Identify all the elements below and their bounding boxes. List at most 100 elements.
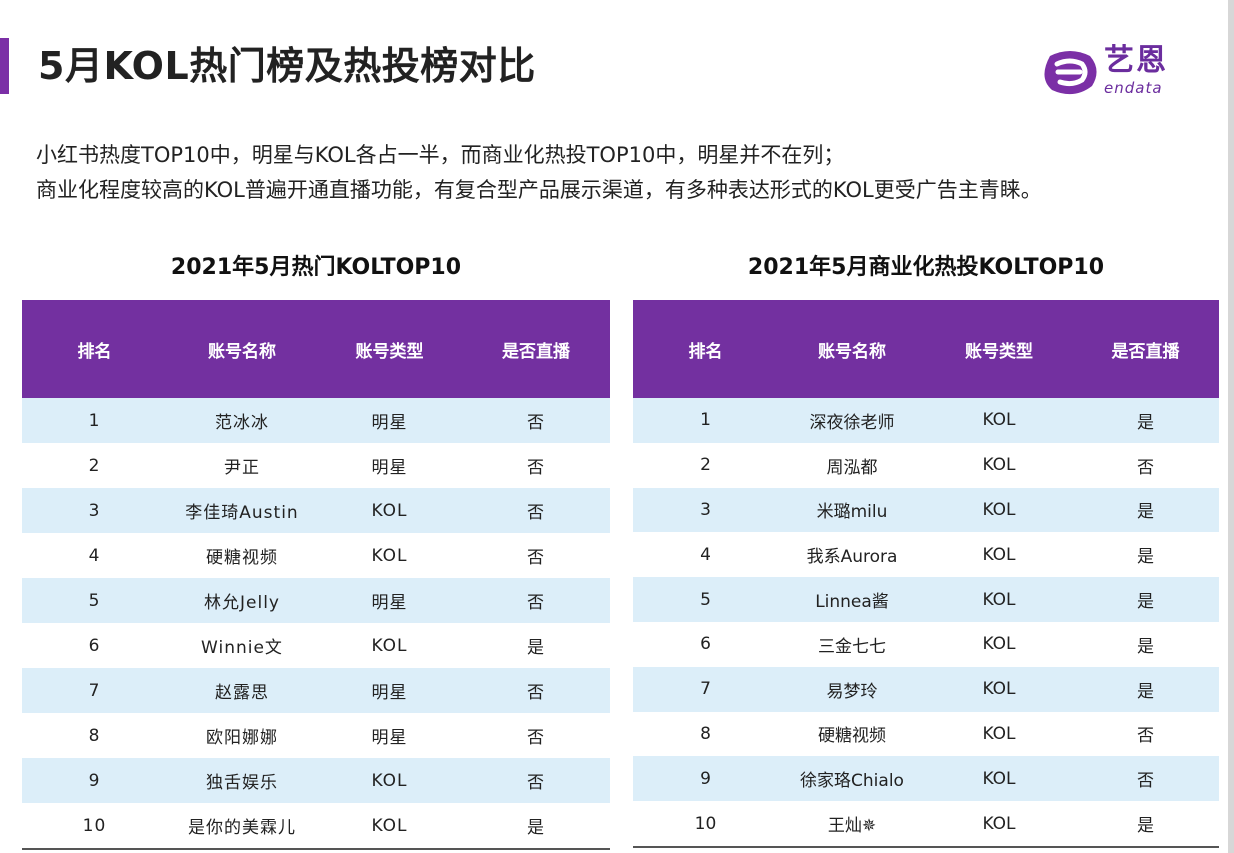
live-stream-cell: 否 [1072, 756, 1219, 802]
table-row: 10 王灿✵ KOL 是 [633, 801, 1219, 848]
live-stream-cell: 是 [462, 623, 610, 668]
account-name-cell: Linnea酱 [778, 577, 926, 622]
account-type-cell: KOL [317, 533, 462, 578]
account-name-cell: 徐家珞Chialo [778, 756, 926, 802]
live-stream-cell: 是 [1072, 487, 1219, 533]
live-stream-cell: 是 [1072, 398, 1219, 443]
column-header-live-stream: 是否直播 [462, 300, 610, 398]
rank-cell: 3 [22, 488, 167, 533]
description-line-2: 商业化程度较高的KOL普遍开通直播功能，有复合型产品展示渠道，有多种表达形式的K… [36, 178, 1042, 202]
live-stream-cell: 否 [462, 443, 610, 488]
account-name-cell: 易梦玲 [778, 666, 926, 712]
rank-cell: 7 [633, 666, 778, 712]
hot-kol-table: 排名 账号名称 账号类型 是否直播 1 范冰冰 明星否 2 尹正 明星否 3 李佳琦Aus… [22, 300, 610, 850]
live-stream-cell: 否 [462, 533, 610, 578]
rank-cell: 3 [633, 487, 778, 533]
rank-cell: 9 [22, 758, 167, 803]
page-title: 5月KOL热门榜及热投榜对比 [38, 44, 536, 88]
rank-cell: 10 [633, 801, 778, 848]
table-row: 1 范冰冰 明星否 [22, 398, 610, 443]
account-type-cell: KOL [317, 623, 462, 668]
table-row: 2 尹正 明星否 [22, 443, 610, 488]
account-name-cell: 是你的美霖儿 [167, 803, 317, 850]
live-stream-cell: 否 [462, 713, 610, 758]
rank-cell: 5 [22, 578, 167, 623]
table-row: 3 米璐milu KOL 是 [633, 487, 1219, 533]
table-row: 1 深夜徐老师 KOL 是 [633, 398, 1219, 443]
account-name-cell: 独舌娱乐 [167, 758, 317, 803]
account-name-cell: 范冰冰 [167, 398, 317, 443]
rank-cell: 8 [633, 711, 778, 757]
table-row: 4 我系Aurora KOL 是 [633, 532, 1219, 578]
table-row: 2 周泓都 KOL 否 [633, 442, 1219, 488]
live-stream-cell: 否 [462, 488, 610, 533]
account-name-cell: 林允Jelly [167, 578, 317, 623]
live-stream-cell: 是 [1072, 577, 1219, 622]
live-stream-cell: 是 [1072, 666, 1219, 712]
table-row: 7 易梦玲 KOL 是 [633, 666, 1219, 712]
account-name-cell: 赵露思 [167, 668, 317, 713]
rank-cell: 4 [22, 533, 167, 578]
account-type-cell: KOL [317, 803, 462, 850]
commercial-kol-table-title: 2021年5月商业化热投KOLTOP10 [747, 255, 1105, 280]
page-edge-divider [1228, 0, 1234, 853]
account-type-cell: KOL [926, 532, 1072, 578]
column-header-rank: 排名 [22, 300, 167, 398]
logo-text-cn: 艺恩 [1104, 43, 1168, 78]
column-header-account-name: 账号名称 [778, 300, 926, 398]
table-row: 8 欧阳娜娜 明星否 [22, 713, 610, 758]
table-row: 8 硬糖视频 KOL 否 [633, 711, 1219, 757]
hot-kol-table-title: 2021年5月热门KOLTOP10 [170, 255, 462, 280]
account-name-cell: 周泓都 [778, 442, 926, 488]
account-name-cell: 深夜徐老师 [778, 398, 926, 443]
live-stream-cell: 是 [1072, 801, 1219, 848]
rank-cell: 1 [633, 398, 778, 443]
account-name-cell: 欧阳娜娜 [167, 713, 317, 758]
table-row: 7 赵露思 明星否 [22, 668, 610, 713]
rank-cell: 10 [22, 803, 167, 850]
table-row: 4 硬糖视频 KOL 否 [22, 533, 610, 578]
table-row: 9 徐家珞Chialo KOL 否 [633, 756, 1219, 802]
rank-cell: 5 [633, 577, 778, 622]
endata-logo: 艺恩 endata [1040, 43, 1190, 100]
rank-cell: 9 [633, 756, 778, 802]
account-name-cell: 李佳琦Austin [167, 488, 317, 533]
table-row: 3 李佳琦Austin KOL 否 [22, 488, 610, 533]
account-type-cell: KOL [317, 488, 462, 533]
table-row: 9 独舌娱乐 KOL 否 [22, 758, 610, 803]
live-stream-cell: 否 [462, 398, 610, 443]
table-row: 6 三金七七 KOL 是 [633, 621, 1219, 667]
account-type-cell: 明星 [317, 578, 462, 623]
rank-cell: 6 [633, 621, 778, 667]
column-header-account-type: 账号类型 [317, 300, 462, 398]
table-row: 5 Linnea酱 KOL 是 [633, 577, 1219, 622]
table-header-row: 排名 账号名称 账号类型 是否直播 [22, 300, 610, 398]
live-stream-cell: 否 [1072, 442, 1219, 488]
account-type-cell: KOL [926, 666, 1072, 712]
account-name-cell: 三金七七 [778, 621, 926, 667]
column-header-account-name: 账号名称 [167, 300, 317, 398]
live-stream-cell: 否 [462, 758, 610, 803]
account-type-cell: KOL [926, 398, 1072, 443]
rank-cell: 8 [22, 713, 167, 758]
rank-cell: 2 [22, 443, 167, 488]
account-type-cell: 明星 [317, 668, 462, 713]
column-header-rank: 排名 [633, 300, 778, 398]
column-header-account-type: 账号类型 [926, 300, 1072, 398]
rank-cell: 7 [22, 668, 167, 713]
account-type-cell: KOL [926, 756, 1072, 802]
account-type-cell: KOL [926, 577, 1072, 622]
account-type-cell: 明星 [317, 713, 462, 758]
live-stream-cell: 是 [1072, 532, 1219, 578]
live-stream-cell: 否 [462, 578, 610, 623]
description: 小红书热度TOP10中，明星与KOL各占一半，而商业化热投TOP10中，明星并不… [36, 138, 1216, 208]
account-type-cell: KOL [926, 487, 1072, 533]
account-name-cell: 米璐milu [778, 487, 926, 533]
table-row: 6 Winnie文 KOL 是 [22, 623, 610, 668]
account-name-cell: 王灿✵ [778, 801, 926, 848]
rank-cell: 1 [22, 398, 167, 443]
column-header-live-stream: 是否直播 [1072, 300, 1219, 398]
account-name-cell: 尹正 [167, 443, 317, 488]
account-type-cell: 明星 [317, 443, 462, 488]
